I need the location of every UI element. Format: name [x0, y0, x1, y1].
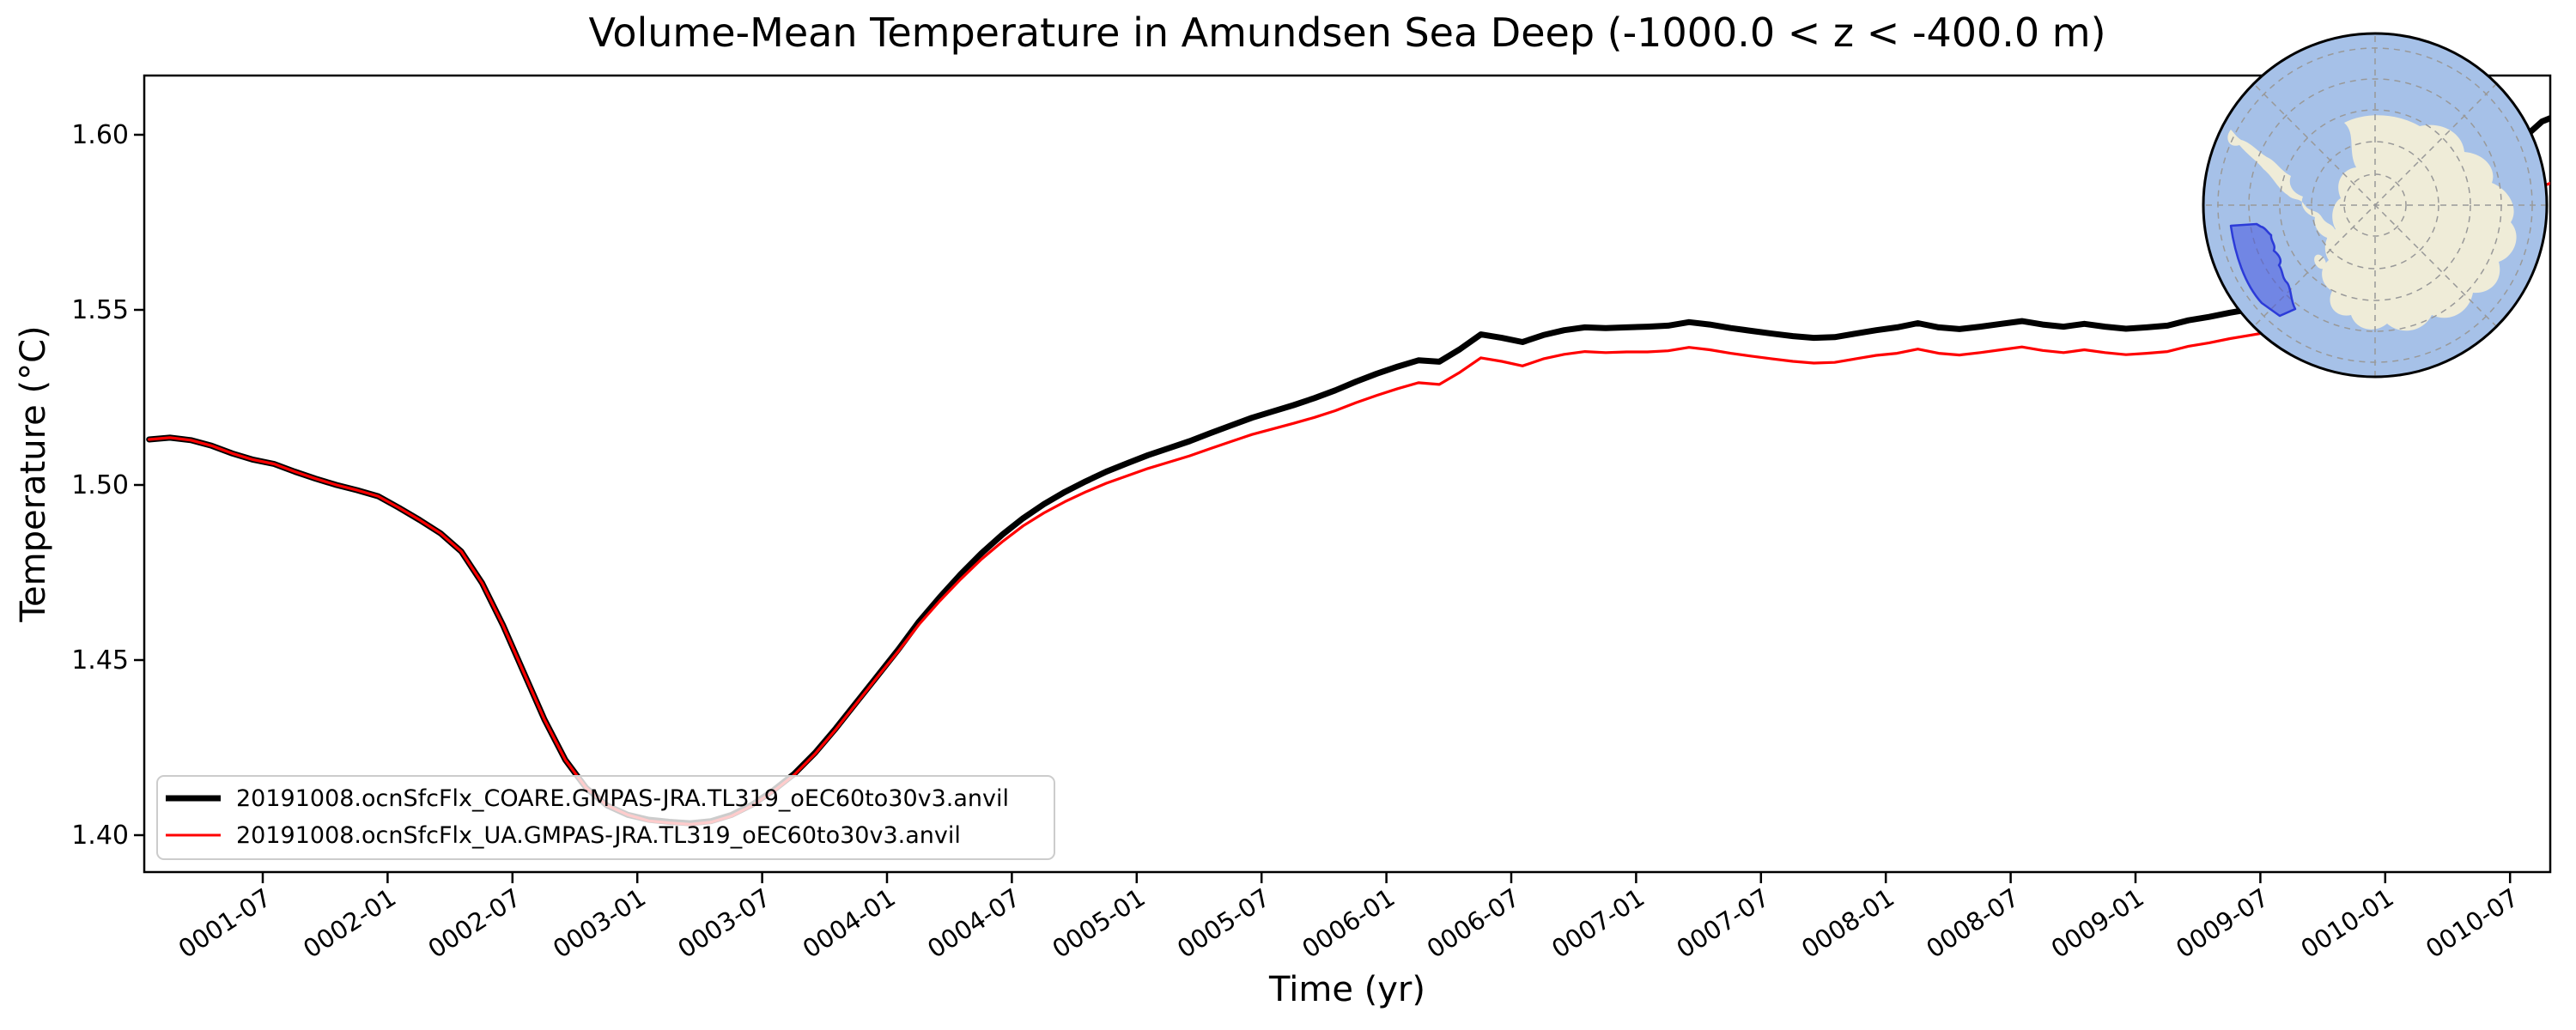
x-tick-label: 0006-01 — [1297, 882, 1400, 964]
series-line-ua — [148, 181, 2550, 827]
x-tick-label: 0009-01 — [2046, 882, 2149, 964]
x-tick-label: 0007-07 — [1671, 882, 1774, 964]
x-tick-label: 0007-01 — [1546, 882, 1649, 964]
x-tick-label: 0003-07 — [672, 882, 775, 964]
series-line-coare — [146, 114, 2550, 827]
x-tick-label: 0008-07 — [1921, 882, 2024, 964]
x-axis-ticks: 0001-07 0002-01 0002-07 0003-01 0003-07 0004-… — [173, 872, 2524, 964]
x-tick-label: 0005-07 — [1172, 882, 1275, 964]
y-tick-label: 1.60 — [71, 120, 129, 150]
y-axis-label: Temperature (°C) — [14, 325, 53, 622]
x-tick-label: 0004-01 — [798, 882, 901, 964]
legend-box — [156, 775, 1055, 860]
antarctica-landmass — [2322, 115, 2517, 331]
x-tick-label: 0008-01 — [1796, 882, 1899, 964]
x-tick-label: 0006-07 — [1422, 882, 1525, 964]
x-tick-label: 0004-07 — [922, 882, 1025, 964]
y-tick-label: 1.40 — [71, 821, 129, 851]
x-tick-label: 0003-01 — [548, 882, 651, 964]
chart-title: Volume-Mean Temperature in Amundsen Sea … — [588, 9, 2105, 56]
x-tick-label: 0005-01 — [1047, 882, 1150, 964]
plot-border — [143, 74, 2552, 874]
antarctica-inset-map — [2202, 32, 2549, 379]
x-tick-label: 0010-01 — [2295, 882, 2398, 964]
coastal-island — [2330, 273, 2341, 285]
x-tick-label: 0010-07 — [2421, 882, 2524, 964]
legend-label-coare: 20191008.ocnSfcFlx_COARE.GMPAS-JRA.TL319… — [236, 785, 1009, 812]
y-tick-label: 1.45 — [71, 645, 129, 676]
legend: 20191008.ocnSfcFlx_COARE.GMPAS-JRA.TL319… — [156, 775, 1055, 860]
graticule — [2203, 33, 2547, 377]
y-axis-ticks: 1.60 1.55 1.50 1.45 1.40 — [71, 120, 144, 851]
x-axis-label: Time (yr) — [1268, 970, 1425, 1009]
x-tick-label: 0002-07 — [422, 882, 526, 964]
inset-border — [2202, 32, 2549, 379]
y-tick-label: 1.55 — [71, 295, 129, 325]
y-tick-label: 1.50 — [71, 470, 129, 500]
x-tick-label: 0009-07 — [2171, 882, 2274, 964]
coastal-island — [2314, 254, 2326, 270]
data-series — [146, 114, 2550, 827]
x-tick-label: 0002-01 — [298, 882, 401, 964]
latitude-circle — [2279, 109, 2471, 301]
region-highlight-wedge — [2229, 222, 2297, 318]
antarctic-peninsula — [2227, 130, 2348, 254]
latitude-circle — [2311, 141, 2439, 270]
legend-label-ua: 20191008.ocnSfcFlx_UA.GMPAS-JRA.TL319_oE… — [236, 822, 961, 849]
x-tick-label: 0001-07 — [173, 882, 276, 964]
